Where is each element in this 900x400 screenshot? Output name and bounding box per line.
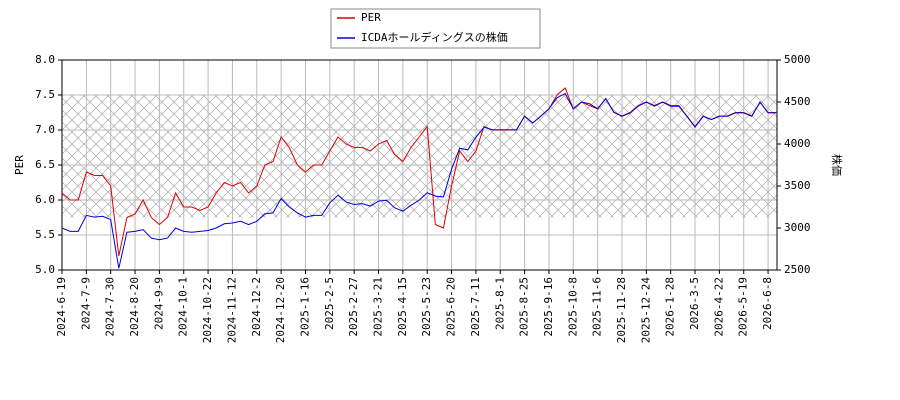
x-tick-label: 2025-3-21: [372, 277, 385, 337]
y-tick-label: 6.5: [35, 158, 55, 171]
x-tick-label: 2024-6-19: [55, 277, 68, 337]
y2-tick-label: 4000: [784, 137, 811, 150]
plot-frame: [61, 59, 778, 271]
hatch-band: [62, 95, 777, 218]
y-tick-label: 8.0: [35, 53, 55, 66]
x-tick-label: 2025-6-20: [445, 277, 458, 337]
x-tick-label: 2025-11-6: [591, 277, 604, 337]
y-tick-label: 5.5: [35, 228, 55, 241]
x-tick-label: 2025-11-28: [615, 277, 628, 343]
x-tick-label: 2025-10-8: [566, 277, 579, 337]
x-tick-label: 2024-7-9: [79, 277, 92, 330]
x-tick-label: 2026-6-8: [761, 277, 774, 330]
x-tick-label: 2024-9-9: [152, 277, 165, 330]
y-tick-label: 7.0: [35, 123, 55, 136]
x-tick-label: 2025-1-16: [298, 277, 311, 337]
x-tick-label: 2026-5-19: [737, 277, 750, 337]
x-tick-label: 2026-4-22: [712, 277, 725, 337]
y-tick-label: 6.0: [35, 193, 55, 206]
x-tick-label: 2024-10-1: [177, 277, 190, 337]
y2-tick-label: 5000: [784, 53, 811, 66]
y2-tick-label: 2500: [784, 263, 811, 276]
x-tick-label: 2025-8-25: [518, 277, 531, 337]
x-tick-label: 2024-10-22: [201, 277, 214, 343]
y2-tick-label: 3000: [784, 221, 811, 234]
x-tick-label: 2024-11-12: [225, 277, 238, 343]
y-tick-label: 7.5: [35, 88, 55, 101]
x-tick-label: 2025-12-24: [639, 277, 652, 344]
x-tick-label: 2025-9-16: [542, 277, 555, 337]
x-tick-label: 2025-8-1: [493, 277, 506, 330]
y-tick-label: 5.0: [35, 263, 55, 276]
line-series: [61, 92, 777, 269]
legend-label: ICDAホールディングスの株価: [361, 30, 508, 44]
y2-axis-label: 株価: [830, 154, 844, 176]
x-tick-label: 2025-2-27: [347, 277, 360, 337]
x-tick-label: 2025-2-5: [323, 277, 336, 330]
y2-tick-label: 3500: [784, 179, 811, 192]
x-tick-label: 2025-4-15: [396, 277, 409, 337]
y2-tick-label: 4500: [784, 95, 811, 108]
x-tick-label: 2026-3-5: [688, 277, 701, 330]
y-axis-label: PER: [13, 155, 26, 175]
x-tick-label: 2024-8-20: [128, 277, 141, 337]
x-tick-label: 2026-1-28: [664, 277, 677, 337]
x-tick-label: 2024-12-20: [274, 277, 287, 343]
x-tick-label: 2024-7-30: [104, 277, 117, 337]
legend: PER ICDAホールディングスの株価: [330, 8, 541, 49]
x-tick-label: 2025-7-11: [469, 277, 482, 337]
x-tick-label: 2025-5-23: [420, 277, 433, 337]
legend-box: [330, 8, 541, 49]
legend-label: PER: [361, 11, 381, 24]
x-tick-label: 2024-12-2: [250, 277, 263, 337]
